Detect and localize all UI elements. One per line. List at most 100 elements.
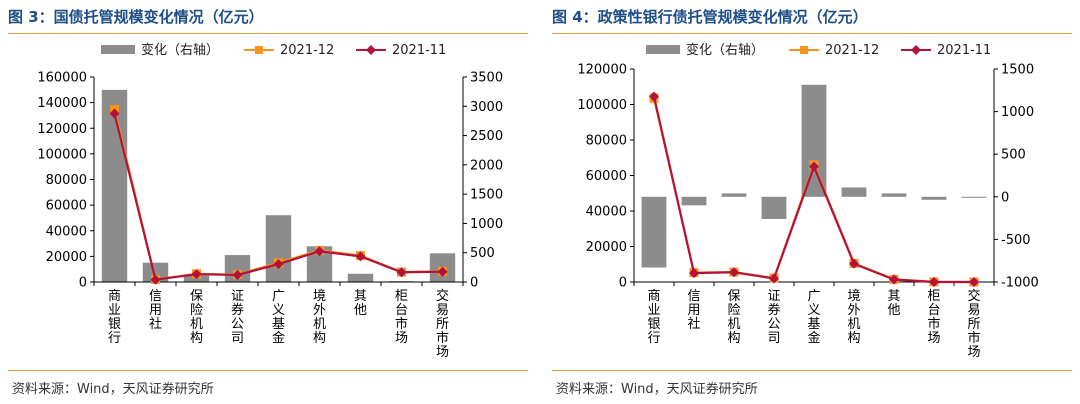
point-2021-11 (689, 268, 699, 279)
bar-change (101, 89, 128, 282)
bar-change (921, 196, 947, 200)
point-2021-11 (273, 259, 284, 270)
bar-change (142, 262, 169, 282)
left-axis-tick-label: 120000 (577, 63, 627, 78)
legend: 变化（右轴） 2021-12 2021-11 (101, 42, 446, 58)
category-labels: 商业银行 信用社 保险机构 证券公司 广义基金 境外机构 其他 柜台市场 交易所市场 (108, 288, 449, 360)
bar-change (265, 215, 292, 282)
category-label: 证券公司 (767, 289, 780, 346)
left-axis-tick-label: 80000 (46, 173, 87, 188)
right-axis-tick-label: 0 (470, 276, 478, 291)
category-labels: 商业银行 信用社 保险机构 证券公司 广义基金 境外机构 其他 柜台市场 交易所市场 (647, 288, 980, 360)
right-axis-tick-label: 0 (1001, 190, 1009, 205)
left-axis-tick-label: 140000 (37, 96, 87, 111)
right-axis: -1000 -500 0 500 1000 1500 (993, 63, 1039, 291)
right-axis-tick-label: -500 (1001, 233, 1031, 248)
figure-4-top-rule (552, 33, 1072, 34)
left-axis-tick-label: 100000 (577, 98, 627, 113)
left-axis-tick-label: 40000 (46, 224, 87, 239)
legend-item-bar: 变化（右轴） (646, 42, 764, 58)
left-axis-tick-label: 40000 (586, 205, 627, 220)
bar-series (641, 84, 987, 268)
left-axis-tick-label: 20000 (586, 240, 627, 255)
point-2021-11 (150, 274, 161, 285)
point-2021-11 (232, 269, 243, 280)
left-axis: 0 20000 40000 60000 80000 100000 120000 140000 1… (37, 71, 95, 291)
legend-item-2021-11: 2021-11 (901, 43, 991, 58)
point-2021-11 (889, 274, 899, 285)
figure-3-source: 资料来源：Wind，天风证券研究所 (12, 382, 214, 397)
legend-item-2021-12: 2021-12 (244, 43, 334, 58)
line-series-2021-11 (109, 108, 448, 285)
left-axis-tick-label: 60000 (46, 199, 87, 214)
point-2021-11 (437, 266, 448, 277)
left-axis: 0 20000 40000 60000 80000 100000 120000 (577, 63, 635, 291)
line-series-2021-11 (649, 91, 979, 287)
bar-change (961, 196, 987, 198)
category-label: 保险机构 (190, 289, 203, 346)
left-axis-tick-label: 120000 (37, 122, 87, 137)
legend-label-bar: 变化（右轴） (141, 42, 219, 58)
right-axis-tick-label: 2500 (470, 129, 503, 144)
legend: 变化（右轴） 2021-12 2021-11 (646, 42, 991, 58)
right-axis-tick-label: 500 (1001, 148, 1026, 163)
category-label: 广义基金 (272, 289, 285, 346)
legend-marker-2021-12 (255, 46, 263, 54)
point-2021-11 (769, 273, 779, 284)
right-axis-tick-label: 1000 (470, 217, 503, 232)
category-label: 其他 (887, 289, 900, 318)
bar-series (101, 89, 456, 283)
point-2021-11 (396, 267, 407, 278)
category-label: 保险机构 (727, 289, 740, 346)
legend-item-2021-12: 2021-12 (789, 43, 879, 58)
right-axis-tick-label: 2000 (470, 158, 503, 173)
right-axis-tick-label: 1000 (1001, 105, 1034, 120)
figure-3-panel: 图 3：国债托管规模变化情况（亿元） 变化（右轴） 2021-12 2021-11 0… (8, 0, 536, 404)
bar-change (641, 196, 667, 268)
point-2021-11 (649, 91, 659, 102)
point-2021-11 (849, 258, 859, 269)
figure-3-top-rule (8, 33, 528, 34)
legend-marker-2021-11 (366, 45, 376, 55)
category-label: 广义基金 (807, 289, 820, 346)
point-2021-11 (355, 251, 366, 262)
right-axis-tick-label: -1000 (1001, 276, 1039, 291)
figure-4-bottom-rule (552, 370, 1072, 371)
left-axis-tick-label: 0 (619, 276, 627, 291)
legend-label-2021-11: 2021-11 (937, 43, 991, 58)
right-axis-tick-label: 3000 (470, 100, 503, 115)
bar-change (841, 187, 867, 197)
legend-marker-2021-12 (800, 46, 808, 54)
point-2021-11 (191, 269, 202, 280)
figure-3-chart: 变化（右轴） 2021-12 2021-11 0 20000 40000 60000 8000… (37, 42, 503, 360)
legend-item-2021-11: 2021-11 (356, 43, 446, 58)
category-label: 境外机构 (313, 289, 326, 346)
legend-label-2021-11: 2021-11 (392, 43, 446, 58)
figure-4-source: 资料来源：Wind，天风证券研究所 (556, 382, 758, 397)
figure-4-chart: 变化（右轴） 2021-12 2021-11 0 20000 40000 60000 8000… (577, 42, 1039, 360)
bar-change (721, 193, 747, 197)
bar-change (881, 193, 907, 197)
legend-item-bar: 变化（右轴） (101, 42, 219, 58)
bar-change (761, 196, 787, 219)
bar-change (801, 84, 827, 197)
category-label: 其他 (354, 289, 367, 318)
left-axis-tick-label: 20000 (46, 250, 87, 265)
category-label: 证券公司 (231, 289, 244, 346)
legend-marker-2021-11 (911, 45, 921, 55)
legend-swatch-bar (101, 45, 135, 54)
point-2021-11 (969, 277, 979, 287)
category-label: 交易所市场 (436, 288, 449, 360)
category-label: 信用社 (149, 289, 162, 332)
figure-3-title: 图 3：国债托管规模变化情况（亿元） (8, 8, 264, 26)
category-label: 商业银行 (108, 289, 121, 346)
left-axis-tick-label: 160000 (37, 71, 87, 86)
category-label: 信用社 (687, 289, 700, 332)
category-label: 交易所市场 (967, 288, 980, 360)
figure-3-bottom-rule (8, 370, 528, 371)
right-axis-tick-label: 1500 (470, 188, 503, 203)
figure-4-title: 图 4：政策性银行债托管规模变化情况（亿元） (552, 8, 868, 26)
category-label: 柜台市场 (395, 289, 408, 346)
point-2021-11 (729, 267, 739, 278)
right-axis-tick-label: 500 (470, 246, 495, 261)
